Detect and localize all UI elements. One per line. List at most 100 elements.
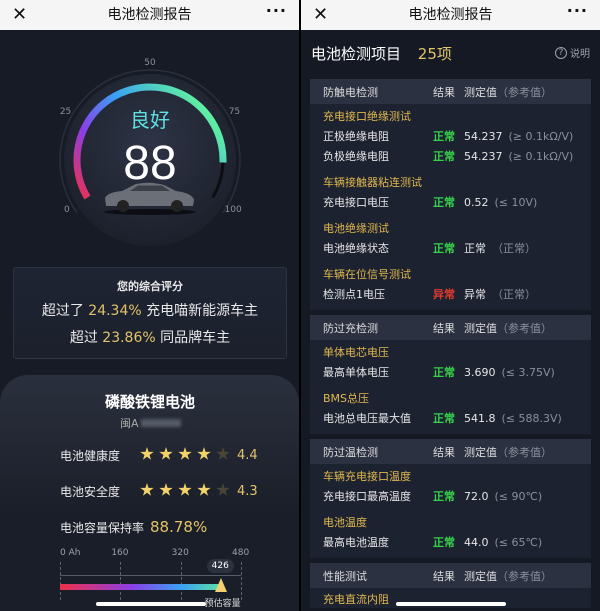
health-label: 电池健康度 <box>60 449 121 463</box>
result-column-label: 结果 <box>433 445 455 459</box>
check-item: 充电接口最高温度 正常 72.0 (≤ 90℃) <box>310 486 591 506</box>
section-header: 防过温检测 结果 测定值 （参考值） <box>310 439 591 464</box>
more-icon[interactable]: ··· <box>265 1 287 20</box>
check-value: 异常 <box>464 288 486 301</box>
more-icon[interactable]: ··· <box>566 1 588 20</box>
check-sections: 防触电检测 结果 测定值 （参考值） 充电接口绝缘测试 正极绝缘电阻 正常 54.237 (≥ … <box>301 79 600 608</box>
check-reference: (≤ 90℃) <box>494 489 543 503</box>
check-value: 正常 <box>464 242 486 255</box>
text: 同品牌车主 <box>160 330 231 346</box>
plate-blurred <box>140 419 181 427</box>
check-reference: (≤ 65℃) <box>494 535 543 549</box>
check-name: 充电接口最高温度 <box>323 490 411 503</box>
check-result: 正常 <box>433 412 455 425</box>
reference-column-label: （参考值） <box>497 569 552 583</box>
capacity-axis-label: 480 <box>232 548 250 558</box>
gauge-tick-label: 25 <box>59 107 72 118</box>
nav-bar: ✕ 电池检测报告 ··· <box>301 0 600 30</box>
check-category: 电池绝缘测试 <box>323 222 389 235</box>
star-icon <box>197 483 211 496</box>
safety-score: 4.3 <box>237 484 258 499</box>
checks-title-text: 电池检测项目 <box>311 45 402 63</box>
check-value: 541.8 <box>464 411 496 425</box>
result-column-label: 结果 <box>433 321 455 335</box>
checks-title: 电池检测项目 25项 <box>311 43 452 64</box>
check-value: 72.0 <box>464 489 489 503</box>
star-icon <box>159 483 173 496</box>
safety-label: 电池安全度 <box>60 485 121 499</box>
gauge-value-arc <box>73 83 227 200</box>
help-button[interactable]: ? 说明 <box>555 45 590 60</box>
value-column-label: 测定值 <box>464 321 497 335</box>
home-indicator <box>96 602 206 606</box>
star-icon <box>140 483 154 496</box>
check-name: 电池总电压最大值 <box>323 412 411 425</box>
help-label: 说明 <box>570 49 590 60</box>
check-section: 防过温检测 结果 测定值 （参考值） 车辆充电接口温度 充电接口最高温度 正常 72.0 (≤ … <box>310 439 591 558</box>
star-icon <box>216 483 230 496</box>
nav-bar: ✕ 电池检测报告 ··· <box>0 0 299 30</box>
capacity-axis-label: 160 <box>111 548 129 558</box>
check-reference: (≥ 0.1kΩ/V) <box>508 149 574 163</box>
check-item: 负极绝缘电阻 正常 54.237 (≥ 0.1kΩ/V) <box>310 146 591 166</box>
check-item: 充电接口电压 正常 0.52 (≤ 10V) <box>310 192 591 212</box>
check-name: 正极绝缘电阻 <box>323 130 389 143</box>
text: 充电喵新能源车主 <box>146 303 259 319</box>
check-name: 负极绝缘电阻 <box>323 150 389 163</box>
gauge-tick-label: 50 <box>144 58 156 68</box>
gauge-outer-track <box>59 69 241 214</box>
check-category: 车辆在位信号测试 <box>323 268 411 281</box>
capacity-marker <box>214 578 227 592</box>
gauge-score: 88 <box>123 137 177 190</box>
check-item: 最高电池温度 正常 44.0 (≤ 65℃) <box>310 532 591 552</box>
reference-column-label: （参考值） <box>497 445 552 459</box>
capacity-value: 88.78% <box>150 518 208 536</box>
capacity-gridline <box>120 562 122 600</box>
safety-row: 电池安全度 4.3 <box>60 483 258 500</box>
check-category: 车辆接触器粘连测试 <box>323 176 422 189</box>
section-body: 充电接口绝缘测试 正极绝缘电阻 正常 54.237 (≥ 0.1kΩ/V) 负极绝缘电阻正… <box>310 104 591 310</box>
check-category: BMS总压 <box>323 392 370 405</box>
overall-rating-panel: 您的综合评分 超过了 24.34% 充电喵新能源车主 超过 23.86% 同品牌… <box>13 267 287 359</box>
check-value: 54.237 <box>464 149 503 163</box>
text: 超过了 <box>41 303 84 319</box>
left-screen: ✕ 电池检测报告 ··· 0 25 50 75 100 良好 88 您的综合评分 超过了… <box>0 0 299 611</box>
check-item: 正极绝缘电阻 正常 54.237 (≥ 0.1kΩ/V) <box>310 126 591 146</box>
check-item: 电池总电压最大值 正常 541.8 (≤ 588.3V) <box>310 408 591 428</box>
check-result: 正常 <box>433 490 455 503</box>
check-result: 正常 <box>433 366 455 379</box>
rating-line-2: 超过 23.86% 同品牌车主 <box>14 327 286 347</box>
close-icon[interactable]: ✕ <box>12 4 28 25</box>
check-section: 性能测试 结果 测定值 （参考值） 充电直流内阻 <box>310 563 591 608</box>
star-icon <box>178 483 192 496</box>
section-body: 单体电芯电压 最高单体电压 正常 3.690 (≤ 3.75V) BMS总压 电池总电压最大… <box>310 340 591 434</box>
value-column-label: 测定值 <box>464 569 497 583</box>
capacity-caption: 预估容量 <box>204 599 241 609</box>
gauge-remaining-arc <box>211 162 225 199</box>
close-icon[interactable]: ✕ <box>313 4 329 25</box>
percentile-value: 24.34% <box>88 303 142 319</box>
car-image <box>104 182 196 215</box>
check-result: 正常 <box>433 150 455 163</box>
check-name: 最高电池温度 <box>323 536 389 549</box>
battery-type: 磷酸铁锂电池 <box>104 393 195 411</box>
checks-count: 25项 <box>417 45 452 63</box>
section-title: 防过充检测 <box>323 321 378 335</box>
check-reference: (≥ 0.1kΩ/V) <box>508 129 574 143</box>
plate-prefix: 闽A <box>120 417 139 430</box>
license-plate: 闽A <box>120 415 181 431</box>
star-icon <box>197 447 211 460</box>
capacity-bar <box>60 584 221 590</box>
nav-title: 电池检测报告 <box>408 7 493 23</box>
home-indicator <box>396 602 506 606</box>
health-stars <box>140 447 235 464</box>
check-value: 54.237 <box>464 129 503 143</box>
section-body: 充电直流内阻 <box>310 588 591 608</box>
result-column-label: 结果 <box>433 85 455 99</box>
check-reference: （正常） <box>492 288 536 301</box>
check-value: 44.0 <box>464 535 489 549</box>
check-result: 正常 <box>433 536 455 549</box>
capacity-row: 电池容量保持率 88.78% <box>60 518 207 536</box>
capacity-gridline <box>60 562 61 600</box>
check-category: 电池温度 <box>323 516 367 529</box>
